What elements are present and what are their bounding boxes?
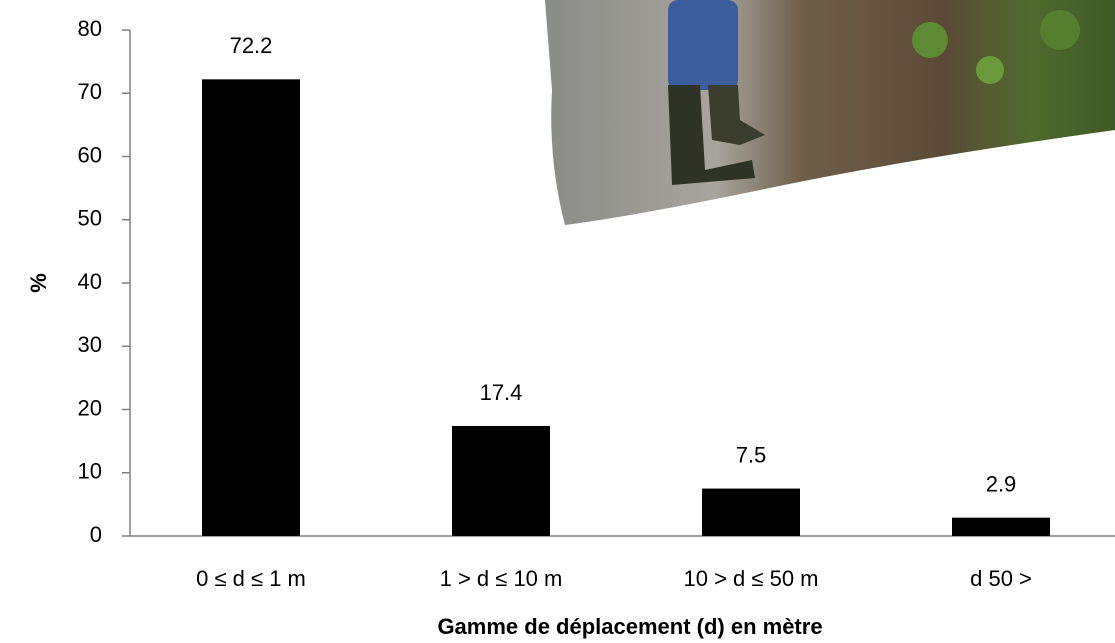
x-tick-label: 0 ≤ d ≤ 1 m	[196, 566, 306, 591]
bar	[452, 425, 550, 536]
data-label: 7.5	[736, 442, 767, 467]
data-label: 2.9	[986, 471, 1017, 496]
y-tick-label: 60	[78, 142, 102, 167]
x-tick-label: d 50 >	[970, 566, 1032, 591]
bar	[202, 79, 300, 537]
x-axis-title: Gamme de déplacement (d) en mètre	[437, 614, 822, 639]
x-tick-label: 1 > d ≤ 10 m	[440, 566, 563, 591]
bar	[952, 517, 1050, 536]
bar	[702, 488, 800, 536]
y-tick-label: 30	[78, 332, 102, 357]
y-tick-label: 10	[78, 459, 102, 484]
y-axis-title: %	[26, 273, 51, 293]
data-label: 17.4	[480, 380, 523, 405]
y-tick-label: 70	[78, 79, 102, 104]
y-tick-label: 0	[90, 522, 102, 547]
y-tick-label: 80	[78, 16, 102, 41]
x-tick-label: 10 > d ≤ 50 m	[684, 566, 819, 591]
y-tick-label: 40	[78, 269, 102, 294]
data-label: 72.2	[230, 33, 273, 58]
y-tick-label: 50	[78, 206, 102, 231]
y-tick-label: 20	[78, 395, 102, 420]
photo-inset	[545, 0, 1115, 225]
